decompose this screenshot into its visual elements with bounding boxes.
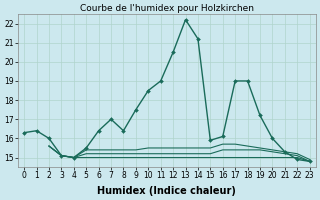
X-axis label: Humidex (Indice chaleur): Humidex (Indice chaleur) [98, 186, 236, 196]
Title: Courbe de l'humidex pour Holzkirchen: Courbe de l'humidex pour Holzkirchen [80, 4, 254, 13]
